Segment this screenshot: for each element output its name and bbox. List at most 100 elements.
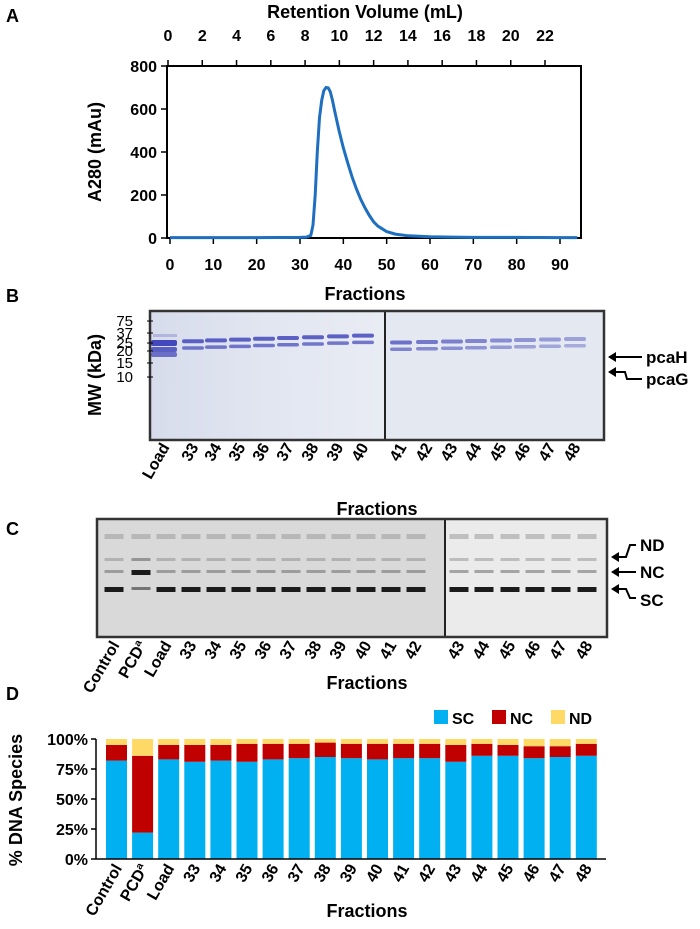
- pcag-band: [229, 344, 251, 349]
- nd-label: ND: [640, 536, 665, 555]
- d-category-label: 36: [259, 861, 283, 885]
- chromatogram-panel: Retention Volume (mL) 0 2 4 6 8 10 12 14 16 18 20 2…: [85, 2, 582, 304]
- gel-c-frame: [95, 517, 609, 639]
- well-smear: [551, 534, 571, 539]
- gel-c-lane-label: 41: [377, 638, 401, 662]
- pcah-band: [352, 333, 374, 338]
- bar-segment-nd: [445, 739, 467, 745]
- bar-segment-sc: [158, 759, 180, 859]
- pcah-band: [151, 340, 177, 346]
- d-category-label: 48: [572, 861, 596, 885]
- legend-swatch-nc: [492, 710, 506, 724]
- x-tick-label: 20: [248, 257, 266, 274]
- gel-c-lane-label: 48: [573, 638, 597, 662]
- bar-segment-sc: [262, 759, 284, 859]
- sc-band: [406, 587, 426, 592]
- bar-segment-nc: [262, 743, 284, 760]
- bar-segment-sc: [393, 758, 415, 859]
- bar-segment-nc: [210, 745, 232, 761]
- d-legend: SC NC ND: [434, 710, 592, 728]
- pcag-band: [352, 340, 374, 345]
- nd-band: [181, 558, 201, 561]
- pcah-band: [416, 340, 438, 344]
- d-category-label: 46: [520, 861, 544, 885]
- nc-band: [356, 570, 376, 573]
- load-low-band: [151, 352, 177, 357]
- sc-band: [356, 587, 376, 592]
- x-tick-label: 10: [204, 257, 222, 274]
- pcag-band: [327, 341, 349, 345]
- well-smear: [449, 534, 469, 539]
- gel-b-lane-label: 43: [438, 440, 462, 464]
- bar-segment-nc: [132, 755, 154, 833]
- pcah-band: [253, 336, 275, 341]
- legend-label-nd: ND: [569, 711, 592, 728]
- bar-segment-sc: [549, 757, 571, 859]
- well-smear: [331, 534, 351, 539]
- x2-tick-label: 8: [301, 28, 310, 45]
- x-tick-label: 50: [378, 257, 396, 274]
- gel-b-bands: [151, 333, 586, 357]
- bar-segment-nd: [158, 739, 180, 745]
- bar-segment-sc: [184, 761, 206, 859]
- gel-b-lane-label: 40: [349, 440, 373, 464]
- x-tick-label: 40: [334, 257, 352, 274]
- nc-band: [231, 570, 251, 573]
- stacked-bars: [106, 739, 597, 859]
- bar-segment-sc: [419, 758, 441, 859]
- nc-band: [406, 570, 426, 573]
- nd-band: [206, 558, 226, 561]
- bar-segment-nc: [340, 743, 362, 759]
- nd-band: [306, 558, 326, 561]
- panel-label-b: B: [6, 286, 19, 306]
- x-tick-label: 70: [464, 257, 482, 274]
- d-category-label: 34: [207, 861, 231, 885]
- d-category-label: PCDª: [117, 861, 152, 904]
- bar-segment-sc: [367, 759, 388, 859]
- mw-tick-label: 15: [116, 355, 133, 372]
- sc-label: SC: [640, 591, 664, 610]
- x2-tick-label: 4: [232, 28, 241, 45]
- gel-c-lane-label: PCDª: [116, 638, 151, 681]
- d-category-label: 33: [181, 861, 205, 885]
- y-tick-label: 400: [130, 145, 157, 162]
- gel-b-lane-label: 39: [324, 440, 348, 464]
- d-y-tick-label: 100%: [47, 732, 88, 749]
- x-tick-label: 0: [166, 257, 175, 274]
- bar-segment-nc: [367, 743, 388, 760]
- bar-segment-nd: [575, 739, 597, 744]
- bar-segment-nc: [445, 745, 467, 762]
- well-smear: [281, 534, 301, 539]
- sc-band: [156, 587, 176, 592]
- well-smear: [525, 534, 545, 539]
- sc-band: [577, 587, 597, 592]
- well-smear: [306, 534, 326, 539]
- bar-segment-nd: [549, 739, 571, 747]
- bar-segment-sc: [132, 832, 154, 859]
- bar-segment-nc: [471, 743, 493, 756]
- x-tick-label: 80: [508, 257, 526, 274]
- x2-tick-label: 16: [433, 28, 451, 45]
- pcah-band: [390, 340, 412, 345]
- gel-c-lane-label: 43: [445, 638, 469, 662]
- gel-b-lane-label: 42: [413, 440, 437, 464]
- bar-segment-sc: [236, 761, 258, 859]
- gel-c-lane-label: 36: [252, 638, 276, 662]
- x-tick-label: 30: [291, 257, 309, 274]
- mw-tick-label: 20: [116, 343, 133, 360]
- pcag-band: [302, 342, 324, 346]
- d-category-label: Load: [144, 862, 178, 904]
- d-category-label: 41: [389, 861, 413, 885]
- x2-tick-label: 20: [502, 28, 520, 45]
- bar-segment-sc: [210, 760, 232, 859]
- pcah-band: [564, 337, 586, 341]
- nd-band: [156, 558, 176, 561]
- bar-segment-nc: [236, 743, 258, 762]
- gel-c-lane-label: 47: [547, 638, 571, 662]
- bar-segment-nd: [288, 739, 310, 744]
- gel-c-lane-label: 35: [227, 638, 251, 662]
